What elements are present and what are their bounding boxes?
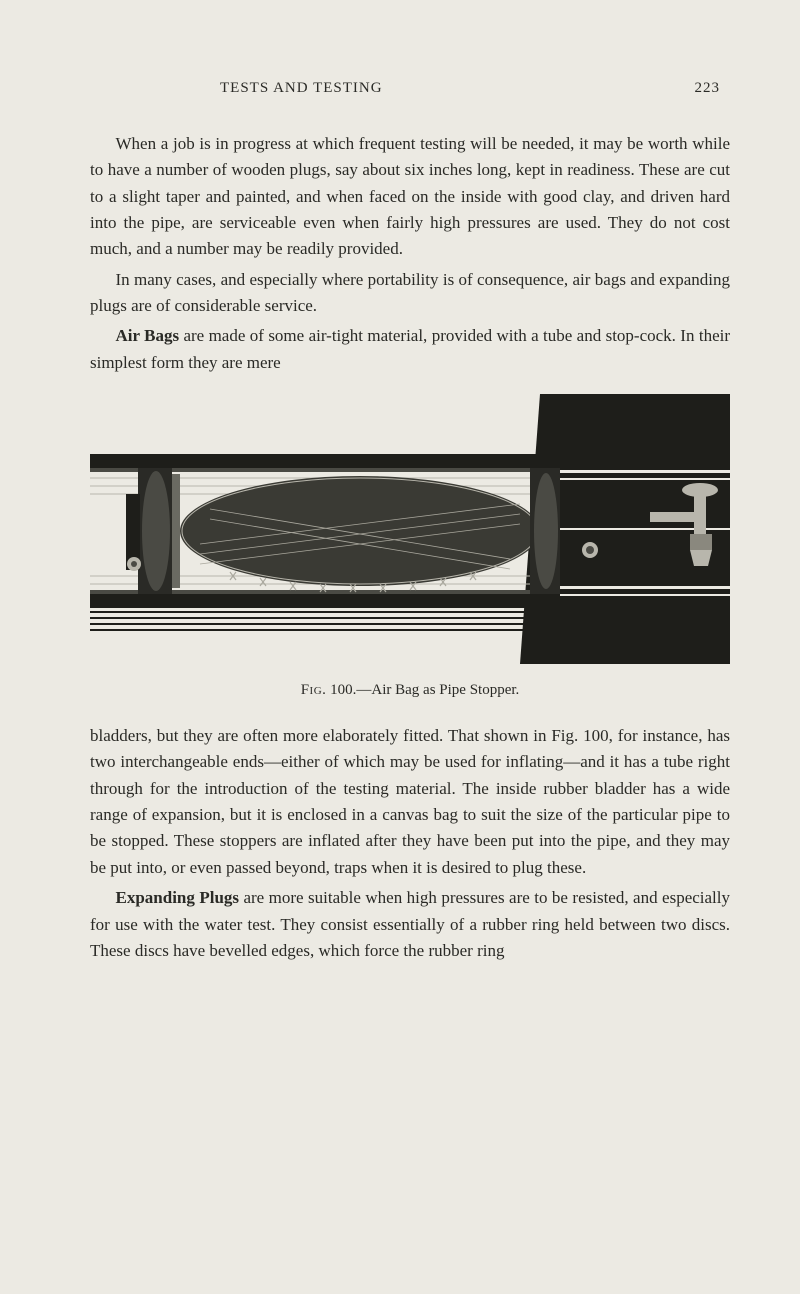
page: TESTS AND TESTING 223 When a job is in p… (0, 0, 800, 1028)
paragraph-5: Expanding Plugs are more suitable when h… (90, 885, 730, 964)
running-header: TESTS AND TESTING 223 (90, 80, 730, 97)
paragraph-4: bladders, but they are often more elabor… (90, 723, 730, 881)
figure-caption: Fig. 100.—Air Bag as Pipe Stopper. (90, 682, 730, 699)
page-number: 223 (695, 80, 721, 97)
paragraph-1: When a job is in progress at which frequ… (90, 131, 730, 263)
running-title: TESTS AND TESTING (220, 80, 383, 97)
paragraph-3-rest: are made of some air-tight material, pro… (90, 326, 730, 371)
paragraph-3: Air Bags are made of some air-tight mate… (90, 323, 730, 376)
caption-prefix: Fig. (301, 682, 327, 698)
air-bags-heading: Air Bags (116, 326, 180, 345)
caption-number: 100.— (326, 682, 371, 698)
paragraph-2: In many cases, and especially where port… (90, 267, 730, 320)
figure-100 (90, 394, 730, 664)
air-bag-engraving (90, 394, 730, 664)
expanding-plugs-heading: Expanding Plugs (116, 888, 240, 907)
caption-text: Air Bag as Pipe Stopper. (371, 682, 519, 698)
